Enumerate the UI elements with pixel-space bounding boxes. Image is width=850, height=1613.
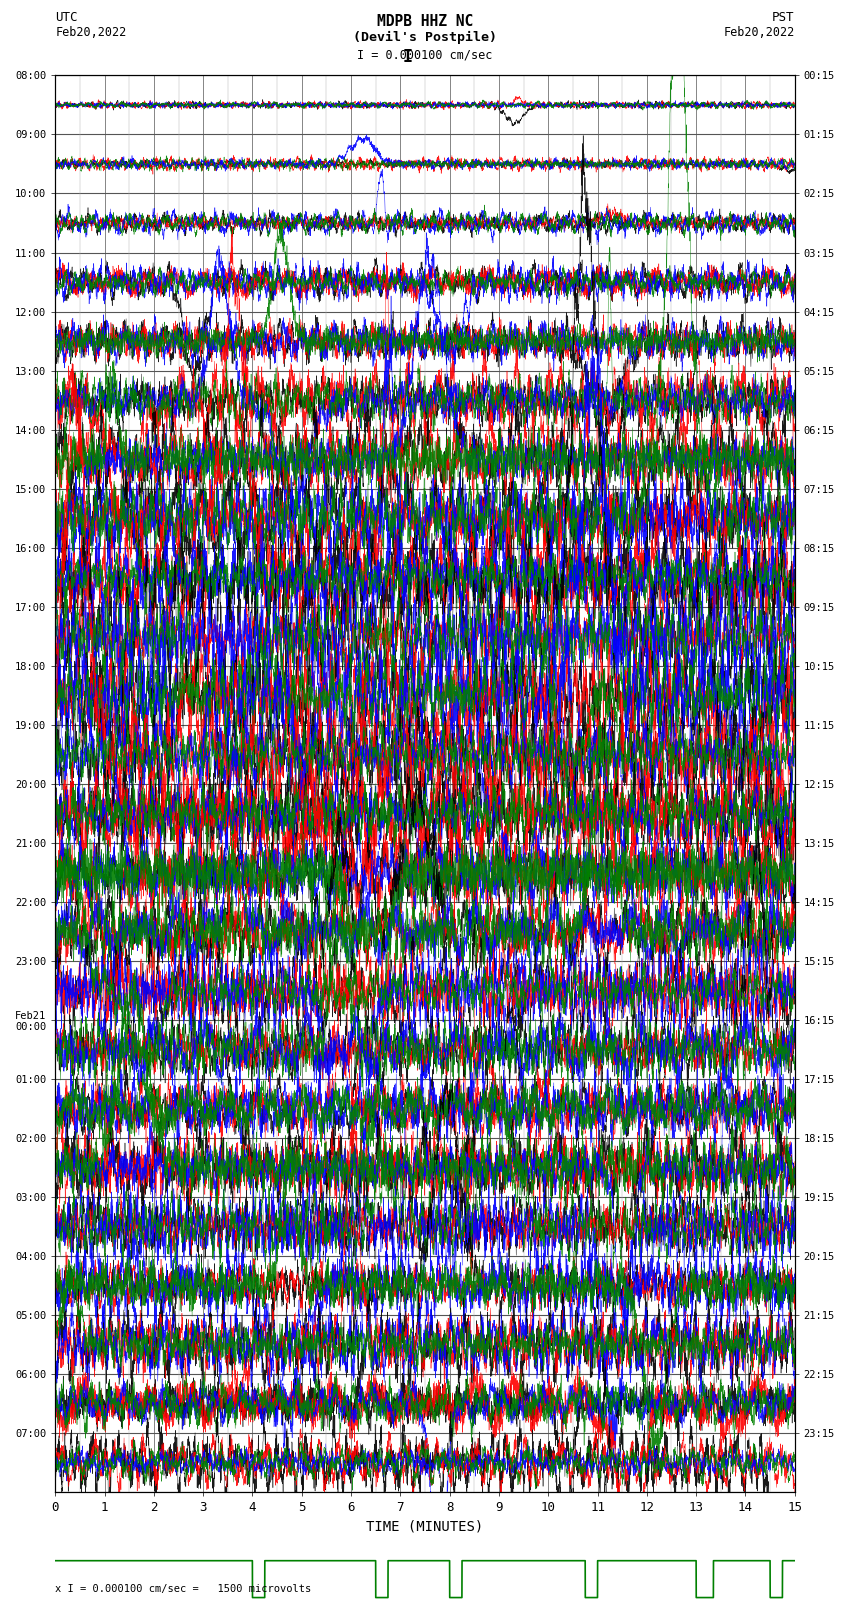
Text: x I = 0.000100 cm/sec =   1500 microvolts: x I = 0.000100 cm/sec = 1500 microvolts: [55, 1584, 312, 1594]
Text: Feb20,2022: Feb20,2022: [723, 26, 795, 39]
Text: I = 0.000100 cm/sec: I = 0.000100 cm/sec: [357, 48, 493, 61]
X-axis label: TIME (MINUTES): TIME (MINUTES): [366, 1519, 484, 1534]
Text: UTC: UTC: [55, 11, 78, 24]
Text: Feb20,2022: Feb20,2022: [55, 26, 127, 39]
Text: MDPB HHZ NC: MDPB HHZ NC: [377, 13, 473, 29]
Text: PST: PST: [772, 11, 795, 24]
Text: (Devil's Postpile): (Devil's Postpile): [353, 31, 497, 44]
Text: I: I: [403, 48, 413, 66]
